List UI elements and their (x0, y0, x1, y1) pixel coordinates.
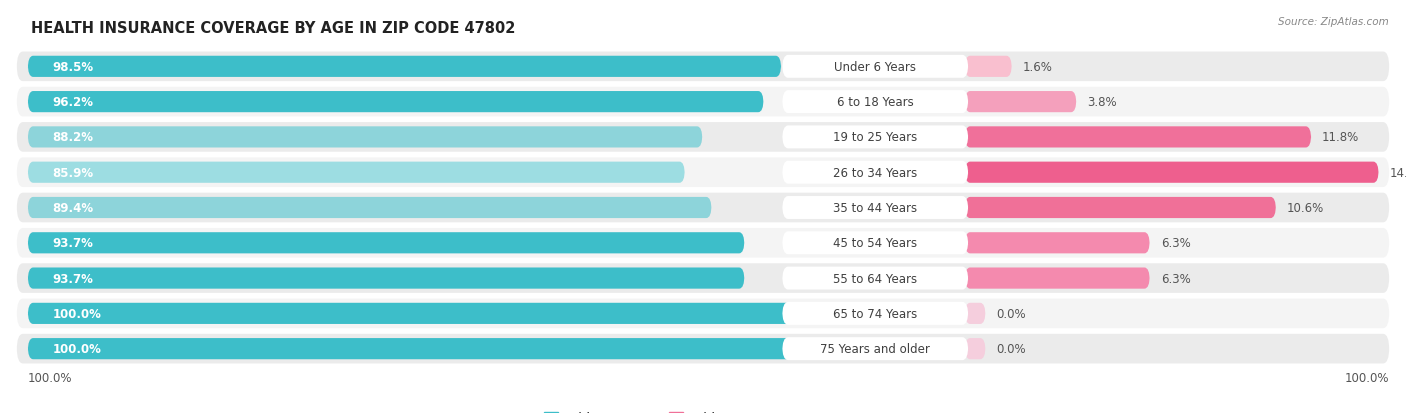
FancyBboxPatch shape (17, 299, 1389, 328)
FancyBboxPatch shape (28, 127, 703, 148)
FancyBboxPatch shape (28, 162, 685, 183)
FancyBboxPatch shape (965, 92, 1077, 113)
FancyBboxPatch shape (17, 263, 1389, 293)
FancyBboxPatch shape (782, 91, 969, 114)
FancyBboxPatch shape (782, 197, 969, 219)
Text: 6 to 18 Years: 6 to 18 Years (837, 96, 914, 109)
FancyBboxPatch shape (965, 268, 1150, 289)
FancyBboxPatch shape (782, 267, 969, 290)
FancyBboxPatch shape (965, 197, 1275, 218)
Text: 6.3%: 6.3% (1161, 237, 1191, 250)
Text: 85.9%: 85.9% (52, 166, 94, 179)
Text: Source: ZipAtlas.com: Source: ZipAtlas.com (1278, 17, 1389, 26)
FancyBboxPatch shape (28, 57, 782, 78)
Text: HEALTH INSURANCE COVERAGE BY AGE IN ZIP CODE 47802: HEALTH INSURANCE COVERAGE BY AGE IN ZIP … (31, 21, 516, 36)
Text: Under 6 Years: Under 6 Years (834, 61, 917, 74)
Text: 26 to 34 Years: 26 to 34 Years (834, 166, 917, 179)
Text: 100.0%: 100.0% (52, 307, 101, 320)
FancyBboxPatch shape (965, 338, 986, 359)
FancyBboxPatch shape (28, 268, 744, 289)
Text: 6.3%: 6.3% (1161, 272, 1191, 285)
FancyBboxPatch shape (17, 158, 1389, 188)
FancyBboxPatch shape (28, 233, 744, 254)
FancyBboxPatch shape (782, 337, 969, 360)
FancyBboxPatch shape (965, 57, 1012, 78)
FancyBboxPatch shape (28, 197, 711, 218)
Text: 65 to 74 Years: 65 to 74 Years (834, 307, 917, 320)
FancyBboxPatch shape (782, 232, 969, 255)
Text: 14.1%: 14.1% (1389, 166, 1406, 179)
FancyBboxPatch shape (782, 161, 969, 184)
Text: 11.8%: 11.8% (1322, 131, 1360, 144)
Text: 98.5%: 98.5% (52, 61, 94, 74)
Text: 35 to 44 Years: 35 to 44 Years (834, 202, 917, 214)
FancyBboxPatch shape (17, 228, 1389, 258)
Text: 100.0%: 100.0% (1344, 370, 1389, 384)
FancyBboxPatch shape (28, 92, 763, 113)
Text: 0.0%: 0.0% (997, 307, 1026, 320)
FancyBboxPatch shape (17, 334, 1389, 363)
Text: 3.8%: 3.8% (1087, 96, 1116, 109)
FancyBboxPatch shape (782, 126, 969, 149)
Text: 45 to 54 Years: 45 to 54 Years (834, 237, 917, 250)
Text: 0.0%: 0.0% (997, 342, 1026, 355)
Text: 93.7%: 93.7% (52, 272, 94, 285)
Legend: With Coverage, Without Coverage: With Coverage, Without Coverage (544, 411, 799, 413)
FancyBboxPatch shape (782, 56, 969, 78)
FancyBboxPatch shape (28, 338, 793, 359)
FancyBboxPatch shape (965, 233, 1150, 254)
FancyBboxPatch shape (17, 123, 1389, 152)
FancyBboxPatch shape (17, 193, 1389, 223)
Text: 100.0%: 100.0% (28, 370, 72, 384)
FancyBboxPatch shape (965, 127, 1312, 148)
Text: 96.2%: 96.2% (52, 96, 94, 109)
Text: 1.6%: 1.6% (1022, 61, 1053, 74)
Text: 55 to 64 Years: 55 to 64 Years (834, 272, 917, 285)
Text: 88.2%: 88.2% (52, 131, 94, 144)
Text: 10.6%: 10.6% (1286, 202, 1324, 214)
Text: 19 to 25 Years: 19 to 25 Years (834, 131, 917, 144)
FancyBboxPatch shape (17, 88, 1389, 117)
FancyBboxPatch shape (17, 52, 1389, 82)
Text: 75 Years and older: 75 Years and older (820, 342, 931, 355)
FancyBboxPatch shape (782, 302, 969, 325)
FancyBboxPatch shape (965, 303, 986, 324)
Text: 93.7%: 93.7% (52, 237, 94, 250)
Text: 100.0%: 100.0% (52, 342, 101, 355)
Text: 89.4%: 89.4% (52, 202, 94, 214)
FancyBboxPatch shape (965, 162, 1379, 183)
FancyBboxPatch shape (28, 303, 793, 324)
